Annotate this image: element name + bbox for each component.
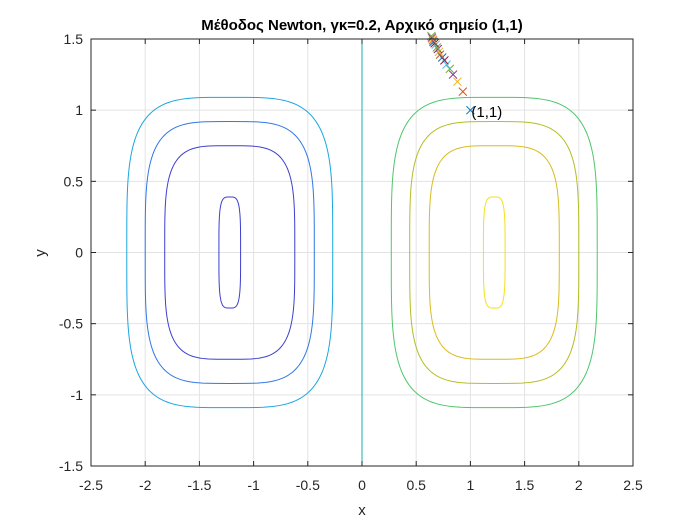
- contour-line: [482, 196, 506, 309]
- contour-line: [390, 96, 598, 409]
- iterate-marker-stroke: [466, 105, 475, 115]
- contour-line: [144, 121, 315, 384]
- iterate-marker: [445, 64, 455, 74]
- y-tick-label: -1: [71, 387, 84, 403]
- contour-line: [409, 121, 580, 384]
- y-tick-label: -1.5: [59, 458, 83, 474]
- iterate-marker: [442, 60, 451, 69]
- iterate-marker-stroke: [428, 36, 438, 45]
- iterate-marker-stroke: [435, 50, 445, 60]
- iterate-marker-stroke: [434, 47, 444, 57]
- iterate-marker: [453, 77, 462, 87]
- iterate-marker: [435, 50, 445, 60]
- y-tick-label: 0.5: [64, 173, 84, 189]
- x-tick-label: -2.5: [79, 477, 103, 493]
- iterate-marker: [434, 47, 444, 57]
- contour-line: [218, 196, 242, 309]
- y-axis-label: y: [32, 249, 49, 257]
- start-point-annotation: (1,1): [471, 104, 502, 121]
- iterate-marker: [466, 105, 475, 115]
- y-tick-label: -0.5: [59, 316, 83, 332]
- x-tick-label: 2: [575, 477, 583, 493]
- newton-iterates: [427, 31, 475, 115]
- iterate-marker-stroke: [445, 64, 455, 74]
- contour-line: [126, 96, 334, 409]
- axis-ticks: -2.5 -2 -1.5 -1 -0.5 0 0.5 1 1.5 2 2.5 -1.5 -1 -0.5 0 0…: [59, 31, 643, 493]
- iterate-marker-stroke: [432, 43, 442, 52]
- x-tick-label: 1: [467, 477, 475, 493]
- x-tick-label: 0.5: [406, 477, 426, 493]
- x-axis-label: x: [358, 502, 366, 519]
- iterate-marker: [427, 33, 437, 42]
- iterate-marker-stroke: [453, 77, 462, 87]
- iterate-marker: [432, 43, 442, 52]
- y-tick-label: 1.5: [64, 31, 84, 47]
- y-tick-label: 1: [75, 102, 83, 118]
- contour-lines: [126, 39, 598, 466]
- x-tick-label: 1.5: [515, 477, 535, 493]
- iterate-marker: [458, 87, 468, 97]
- x-tick-label: -2: [139, 477, 152, 493]
- x-tick-label: 2.5: [623, 477, 643, 493]
- x-tick-label: -1: [247, 477, 260, 493]
- iterate-marker-stroke: [458, 87, 468, 97]
- contour-line: [164, 145, 296, 360]
- iterate-marker-stroke: [448, 70, 458, 79]
- iterate-marker-stroke: [427, 33, 437, 42]
- chart-title: Μέθοδος Newton, γκ=0.2, Αρχικό σημείο (1…: [201, 17, 523, 34]
- x-tick-label: -0.5: [296, 477, 320, 493]
- contour-line: [428, 145, 560, 360]
- iterate-marker-stroke: [442, 60, 451, 69]
- x-tick-label: -1.5: [187, 477, 211, 493]
- x-tick-label: 0: [358, 477, 366, 493]
- iterate-marker: [448, 70, 458, 79]
- y-tick-label: 0: [75, 245, 83, 261]
